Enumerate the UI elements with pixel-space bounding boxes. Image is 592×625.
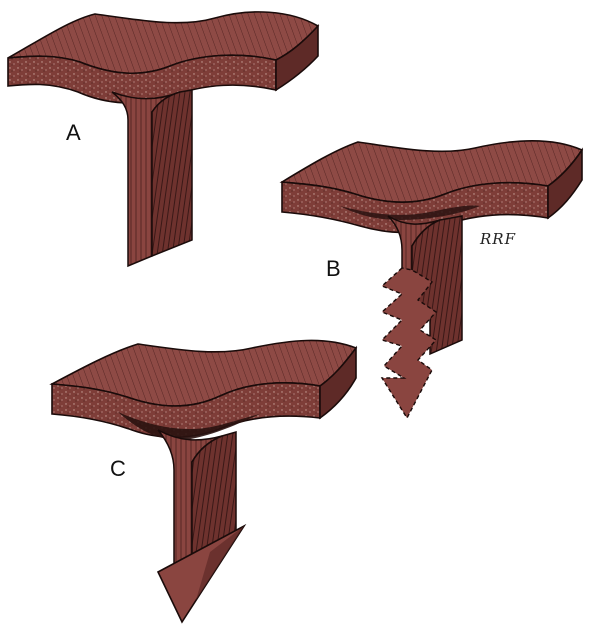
panel-c-hematoma [118, 412, 260, 441]
panel-a-slab-side [275, 23, 319, 92]
panel-label-b: B [326, 256, 341, 281]
panel-a-illustration: A [7, 11, 320, 268]
panel-label-c: C [110, 456, 126, 481]
panel-a-stem-side [151, 89, 193, 258]
artist-signature: RRF [479, 230, 516, 248]
panel-b-slab-side [547, 147, 583, 220]
panel-b-serrated-arrow [380, 267, 438, 420]
panel-c-illustration: C [49, 339, 358, 624]
panel-b-illustration: B RRF [279, 139, 584, 420]
panel-b-hematoma [340, 205, 480, 220]
panel-c-slab-side [319, 345, 357, 420]
panel-label-a: A [66, 120, 81, 145]
panel-c-arrowhead-shade [196, 526, 244, 600]
